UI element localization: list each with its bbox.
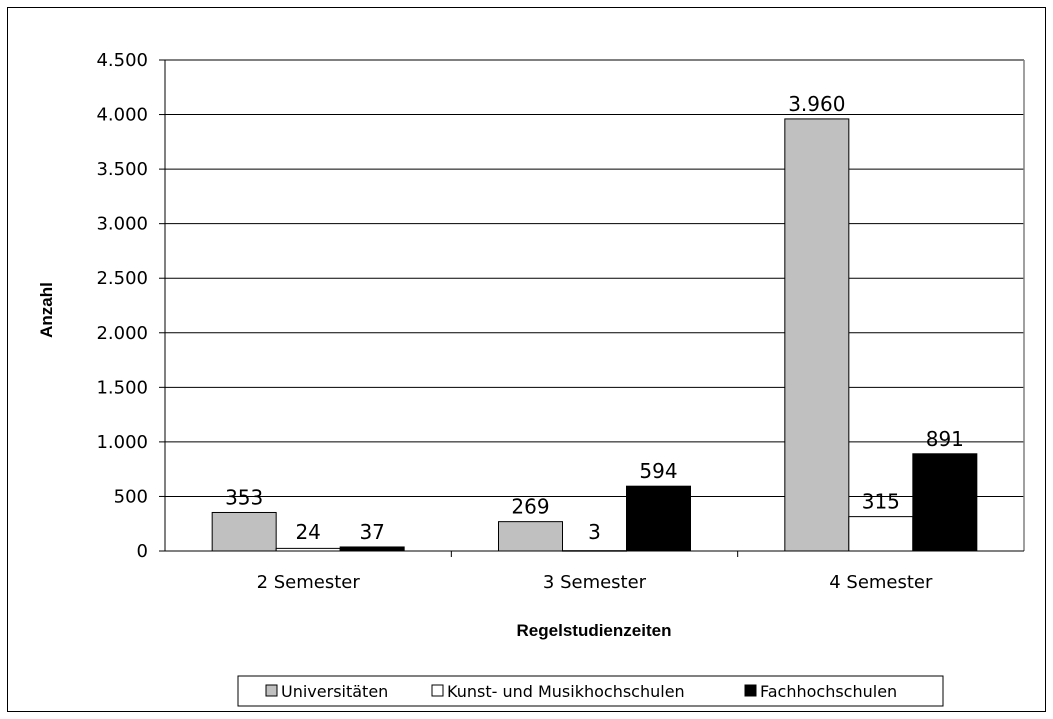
y-tick-label: 4.000 (96, 105, 148, 126)
legend-swatch (431, 684, 444, 697)
grid-lines (159, 59, 1025, 557)
bar-universit-ten (211, 511, 277, 552)
legend-box (237, 675, 944, 707)
legend: Universitäten Kunst- und Musikhochschulen… (237, 675, 944, 707)
y-axis-ticks: 0 500 1.000 1.500 2.000 2.500 3.000 3.500 4.000 4… (96, 50, 148, 562)
y-tick-label: 500 (114, 486, 148, 507)
y-axis-title: Anzahl (37, 282, 56, 338)
y-tick-label: 3.500 (96, 159, 148, 180)
x-tick-label: 3 Semester (543, 572, 647, 593)
legend-label: Universitäten (281, 682, 388, 701)
x-axis-categories: 2 Semester 3 Semester 4 Semester (257, 572, 933, 593)
x-tick-label: 2 Semester (257, 572, 361, 593)
bar-kunst-und-musikhochschulen (848, 516, 914, 552)
y-tick-label: 2.500 (96, 268, 148, 289)
y-tick-label: 1.500 (96, 377, 148, 398)
legend-label: Fachhochschulen (760, 682, 897, 701)
bar-kunst-und-musikhochschulen (275, 547, 341, 552)
y-tick-label: 4.500 (96, 50, 148, 71)
legend-label: Kunst- und Musikhochschulen (447, 682, 685, 701)
data-label: 37 (359, 520, 384, 544)
data-label: 3.960 (788, 92, 845, 116)
chart-frame (7, 7, 1046, 712)
bar-fachhochschulen (339, 546, 405, 552)
data-label: 315 (862, 490, 900, 514)
data-label: 594 (639, 459, 677, 483)
bars (211, 118, 978, 552)
x-tick-label: 4 Semester (829, 572, 933, 593)
data-label: 3 (588, 520, 601, 544)
bar-kunst-und-musikhochschulen (562, 550, 627, 552)
bar-fachhochschulen (626, 485, 691, 552)
x-axis-title: Regelstudienzeiten (517, 621, 672, 640)
data-label: 269 (511, 495, 549, 519)
legend-swatch (265, 684, 278, 697)
data-label: 891 (926, 427, 964, 451)
bar-universit-ten (498, 521, 563, 552)
bar-fachhochschulen (912, 453, 978, 552)
y-tick-label: 0 (137, 541, 148, 562)
y-tick-label: 2.000 (96, 323, 148, 344)
y-tick-label: 3.000 (96, 214, 148, 235)
y-tick-label: 1.000 (96, 432, 148, 453)
bar-universit-ten (784, 118, 850, 552)
data-labels: 353 24 37 269 3 594 3.960 315 891 (225, 92, 964, 544)
legend-swatch (744, 684, 757, 697)
data-label: 24 (295, 520, 320, 544)
data-label: 353 (225, 485, 263, 509)
